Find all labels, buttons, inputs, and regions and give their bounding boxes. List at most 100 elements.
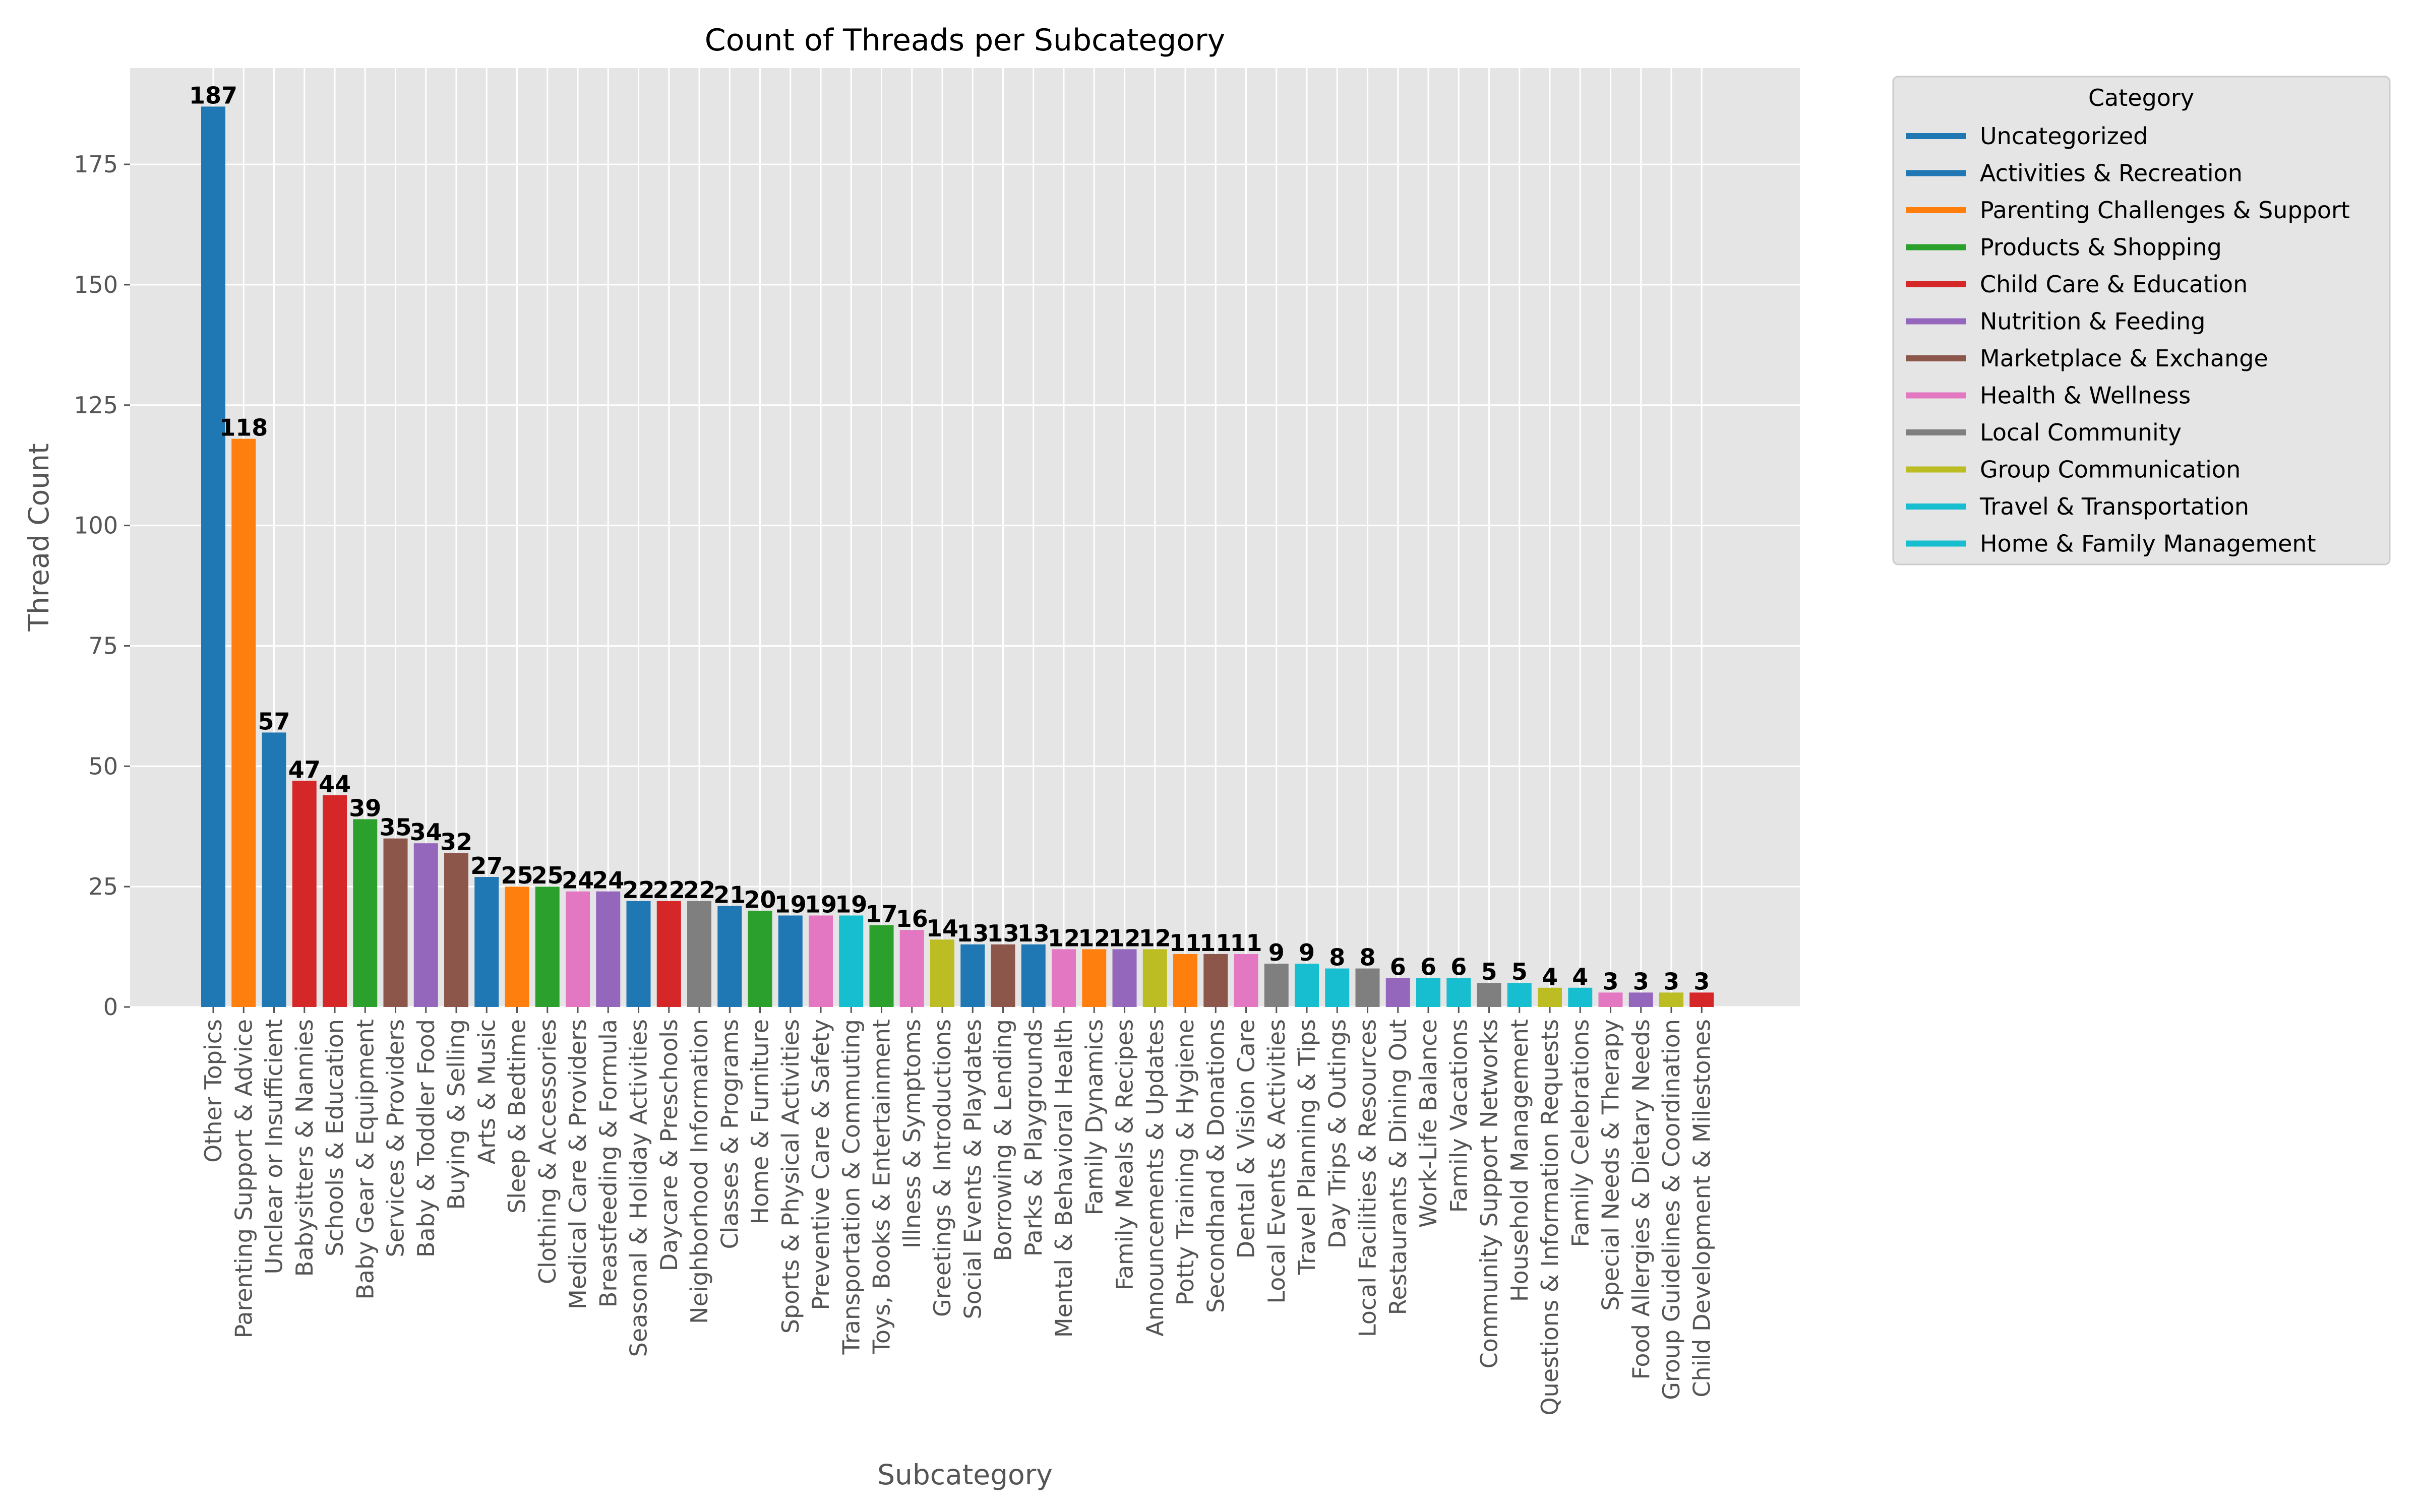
legend-box (1892, 76, 2391, 565)
x-tick-label: Illness & Symptoms (898, 1019, 926, 1248)
bar (1355, 968, 1380, 1007)
x-tick-label: Greetings & Introductions (929, 1019, 956, 1317)
x-tick-label: Babysitters & Nannies (291, 1019, 318, 1277)
bar-value-label: 6 (1420, 954, 1436, 981)
x-tick-label: Sports & Physical Activities (777, 1019, 804, 1334)
bar (383, 838, 408, 1007)
x-tick-label: Work-Life Balance (1415, 1019, 1442, 1228)
bar (899, 930, 924, 1007)
legend-label: Parenting Challenges & Support (1980, 197, 2350, 224)
bar-value-label: 11 (1230, 929, 1262, 957)
x-tick-label: Breastfeeding & Formula (594, 1019, 622, 1307)
x-tick-label: Toys, Books & Entertainment (868, 1019, 895, 1354)
x-tick-label: Preventive Care & Safety (807, 1019, 834, 1310)
x-tick-label: Local Facilities & Resources (1354, 1019, 1381, 1337)
bar-value-label: 4 (1542, 963, 1558, 990)
bars (201, 106, 1714, 1007)
legend-label: Child Care & Education (1980, 271, 2248, 298)
legend-label: Home & Family Management (1980, 530, 2316, 557)
bar-value-label: 17 (865, 901, 897, 928)
legend-label: Products & Shopping (1980, 234, 2222, 261)
x-tick-label: Household Management (1506, 1019, 1533, 1302)
x-tick-label: Neighborhood Information (686, 1019, 713, 1324)
bar (839, 915, 864, 1007)
x-tick-label: Classes & Programs (716, 1019, 743, 1249)
bar-value-label: 32 (440, 828, 472, 855)
bar-value-label: 3 (1633, 968, 1649, 995)
x-tick-label: Announcements & Updates (1141, 1019, 1169, 1337)
bar (566, 891, 590, 1007)
x-tick-label: Local Events & Activities (1263, 1019, 1290, 1304)
bar (201, 106, 225, 1007)
x-tick-label: Unclear or Insufficient (261, 1019, 288, 1274)
bar (413, 843, 438, 1007)
x-tick-label: Family Celebrations (1566, 1019, 1594, 1247)
bar-value-label: 187 (189, 82, 237, 109)
legend-label: Uncategorized (1980, 122, 2148, 150)
x-tick-label: Potty Training & Hygiene (1172, 1019, 1199, 1305)
bar-value-label: 39 (349, 794, 381, 822)
x-tick-label: Medical Care & Providers (564, 1019, 591, 1309)
bar-value-label: 22 (683, 876, 715, 904)
bar (778, 915, 803, 1007)
x-tick-label: Day Trips & Outings (1323, 1019, 1351, 1248)
bar-value-label: 16 (896, 905, 928, 932)
legend-entries: Uncategorized Activities & Recreation Pare… (1906, 122, 2350, 557)
bar-value-label: 4 (1572, 963, 1588, 990)
x-tick-label: Buying & Selling (443, 1019, 470, 1210)
legend: Category Uncategorized Activities & Recre… (1892, 76, 2391, 565)
bar-value-label: 20 (744, 886, 776, 913)
x-tick-label: Clothing & Accessories (534, 1019, 561, 1284)
bar (474, 877, 499, 1007)
x-tick-label: Home & Furniture (747, 1019, 774, 1225)
bar (1628, 992, 1653, 1007)
x-tick-label: Child Development & Milestones (1688, 1019, 1715, 1398)
bar (930, 939, 954, 1007)
bar-value-label: 6 (1390, 954, 1406, 981)
bar-value-label: 12 (1108, 924, 1140, 952)
x-tick-label: Baby Gear & Equipment (351, 1019, 379, 1300)
chart-title: Count of Threads per Subcategory (705, 23, 1225, 58)
x-tick-label: Borrowing & Lending (990, 1019, 1017, 1261)
bar (1173, 954, 1197, 1007)
bar (1446, 978, 1471, 1007)
bar (1477, 983, 1501, 1007)
bar-value-label: 9 (1299, 939, 1315, 966)
x-tick-label: Family Vacations (1445, 1019, 1472, 1213)
x-tick-label: Baby & Toddler Food (412, 1019, 440, 1257)
bar (991, 944, 1015, 1007)
bar (809, 915, 833, 1007)
bar-value-label: 22 (622, 876, 654, 904)
x-tick-label: Daycare & Preschools (655, 1019, 683, 1271)
bar-value-label: 19 (774, 891, 807, 918)
x-tick-label: Food Allergies & Dietary Needs (1627, 1019, 1655, 1379)
x-axis-label: Subcategory (877, 1459, 1053, 1491)
y-tick-label: 100 (74, 512, 118, 539)
x-tick-label: Transportation & Commuting (837, 1019, 865, 1355)
bar-value-label: 5 (1511, 958, 1528, 985)
bar-value-label: 3 (1663, 968, 1679, 995)
bar (1234, 954, 1258, 1007)
bar-value-label: 34 (410, 818, 442, 846)
bar (1295, 964, 1319, 1007)
bar (1203, 954, 1228, 1007)
bar-value-label: 44 (319, 771, 351, 798)
bar-value-label: 14 (926, 915, 958, 942)
x-tick-label: Special Needs & Therapy (1597, 1019, 1624, 1311)
bar-value-label: 19 (835, 891, 867, 918)
bar (353, 819, 378, 1007)
bar (262, 732, 286, 1007)
bar (1082, 949, 1107, 1007)
bar-value-label: 13 (987, 920, 1019, 947)
legend-label: Group Communication (1980, 456, 2241, 483)
bar-value-label: 27 (470, 852, 503, 879)
y-tick-label: 150 (74, 271, 118, 298)
plot-area (130, 68, 1800, 1007)
bar-value-label: 25 (531, 862, 564, 889)
x-tick-label: Parks & Playgrounds (1020, 1019, 1047, 1256)
x-tick-label: Other Topics (200, 1019, 227, 1163)
bar (1689, 992, 1714, 1007)
bar-value-label: 12 (1048, 924, 1080, 952)
bar (687, 901, 711, 1007)
y-tick-label: 0 (103, 993, 118, 1021)
